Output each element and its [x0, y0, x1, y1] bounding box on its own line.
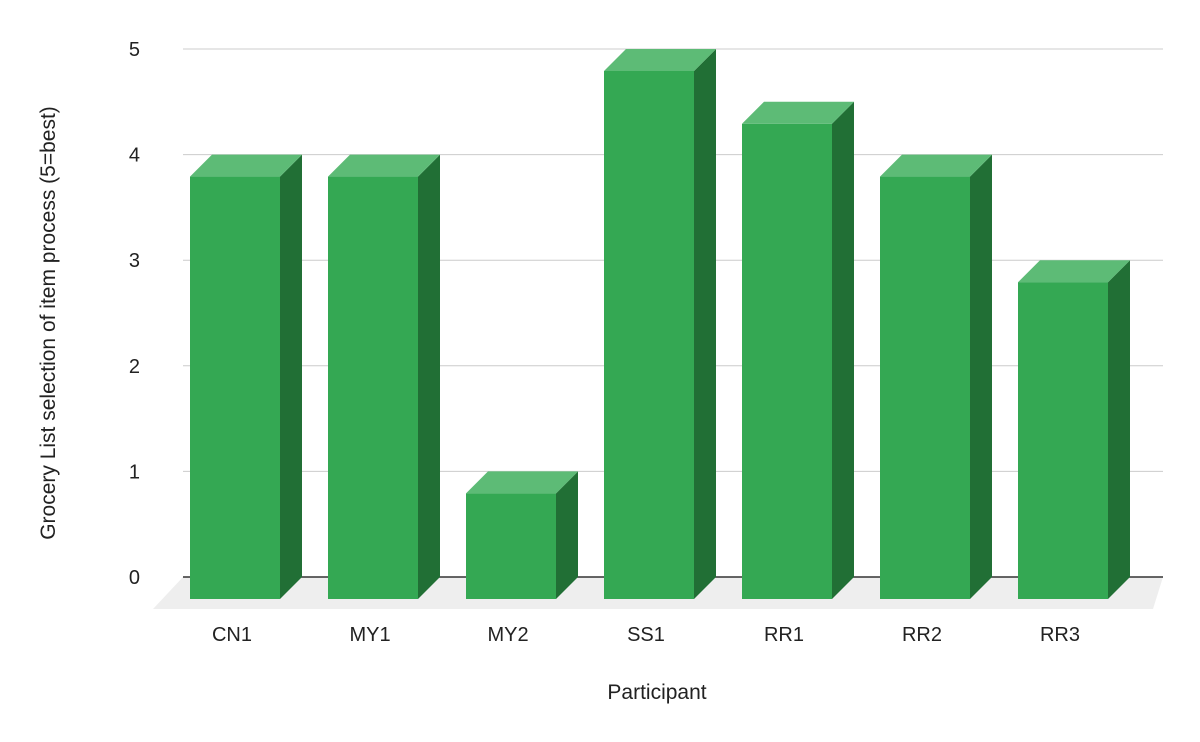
y-tick-label: 1: [129, 461, 140, 483]
x-tick-label: MY1: [349, 624, 390, 646]
bar: [1018, 260, 1130, 599]
bar-side: [832, 101, 854, 600]
y-tick-labels: 0 1 2 3 4 5: [129, 39, 140, 589]
x-tick-label: RR1: [764, 624, 804, 646]
bar-top: [328, 154, 440, 177]
bar-front: [466, 493, 556, 599]
bar: [328, 154, 440, 599]
bar-top: [604, 49, 716, 71]
bar-side: [280, 154, 302, 599]
bar-top: [466, 471, 578, 494]
y-tick-label: 0: [129, 567, 140, 589]
x-tick-label: CN1: [212, 624, 252, 646]
bar-front: [880, 176, 970, 599]
bar-front: [742, 123, 832, 600]
bar: [604, 49, 716, 599]
bars: [190, 49, 1130, 600]
bar-side: [418, 154, 440, 599]
bar-front: [328, 176, 418, 599]
bar-top: [742, 101, 854, 124]
x-tick-labels: CN1 MY1 MY2 SS1 RR1 RR2 RR3: [212, 624, 1080, 646]
bar-side: [694, 49, 716, 599]
bar-front: [190, 176, 280, 599]
y-tick-label: 5: [129, 39, 140, 61]
bar-side: [556, 471, 578, 599]
x-tick-label: RR2: [902, 624, 942, 646]
bar-top: [880, 154, 992, 177]
bar: [466, 471, 578, 599]
x-tick-label: SS1: [627, 624, 665, 646]
bar-top: [190, 154, 302, 177]
x-axis-title: Participant: [607, 681, 706, 704]
x-tick-label: RR3: [1040, 624, 1080, 646]
y-tick-label: 4: [129, 145, 140, 167]
y-axis-title: Grocery List selection of item process (…: [37, 106, 60, 540]
bar: [190, 154, 302, 599]
bar-front: [604, 71, 694, 599]
bar-side: [1108, 260, 1130, 599]
y-tick-label: 3: [129, 250, 140, 272]
y-tick-label: 2: [129, 356, 140, 378]
bar-front: [1018, 282, 1108, 599]
bar-side: [970, 154, 992, 599]
bar: [880, 154, 992, 599]
bar: [742, 101, 854, 600]
x-tick-label: MY2: [487, 624, 528, 646]
bar-top: [1018, 260, 1130, 283]
